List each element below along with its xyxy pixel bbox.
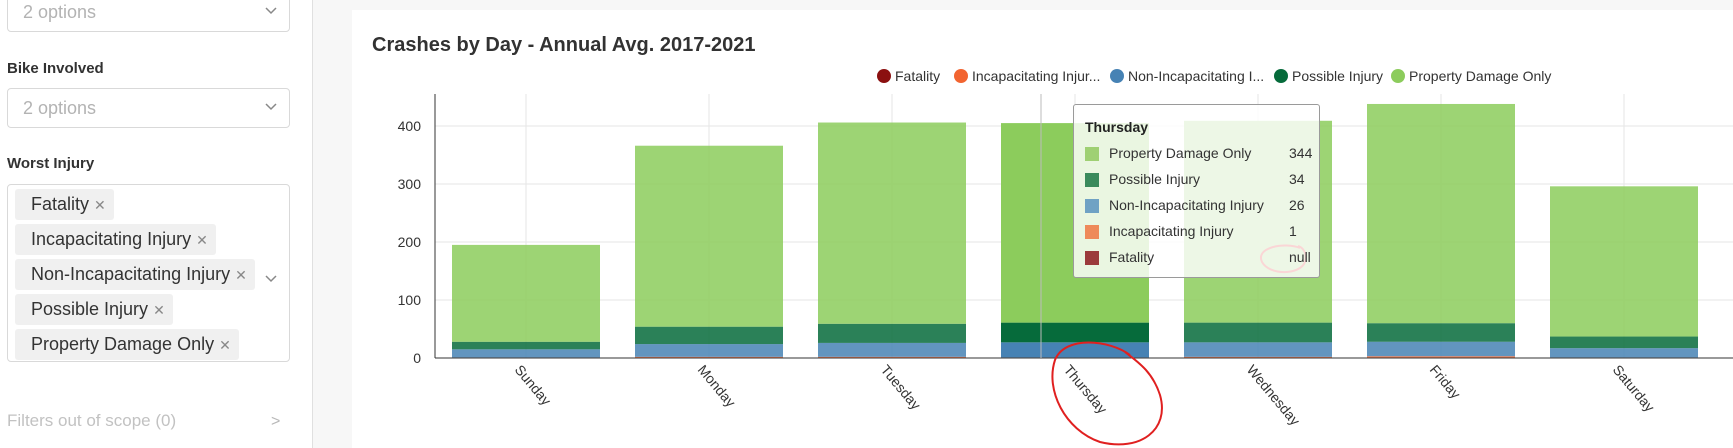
tooltip-value: 344 (1289, 145, 1313, 161)
tooltip-row: Incapacitating Injury 1 (1085, 223, 1315, 243)
legend-marker (1391, 69, 1405, 83)
tooltip-value: 26 (1289, 197, 1305, 213)
legend-swatch (1085, 251, 1099, 265)
stacked-bar-chart: 0 100 200 300 400 Sunday Monday Tuesday Thursday… (398, 68, 1733, 429)
x-tick-label: Sunday (512, 362, 555, 409)
legend-swatch (1085, 147, 1099, 161)
tooltip-series-name: Fatality (1109, 249, 1155, 265)
worst-injury-label: Worst Injury (7, 155, 95, 172)
bike-involved-placeholder: 2 options (23, 98, 97, 118)
tooltip-value: 34 (1289, 171, 1305, 187)
remove-tag-icon[interactable]: ✕ (235, 267, 247, 283)
bar-segment (1367, 341, 1515, 357)
chart-tooltip: Thursday Property Damage Only 344 Possib… (1073, 104, 1320, 278)
x-tick-label: Monday (695, 362, 739, 410)
bar-segment (1184, 356, 1332, 358)
bar-segment (1367, 103, 1515, 324)
x-tick-label: Friday (1427, 362, 1464, 402)
x-tick-label: Tuesday (878, 362, 924, 413)
legend-swatch (1085, 173, 1099, 187)
tooltip-series-name: Possible Injury (1109, 171, 1201, 187)
bar-segment (818, 122, 966, 324)
legend-label: Non-Incapacitating I... (1128, 68, 1264, 84)
bar-segment (1001, 322, 1149, 343)
chevron-down-icon[interactable] (265, 275, 277, 285)
legend-marker (1110, 69, 1124, 83)
bar-segment (818, 356, 966, 358)
tag-incapacitating-injury: Incapacitating Injury ✕ (15, 224, 216, 255)
filters-out-of-scope[interactable]: Filters out of scope (0) (7, 411, 177, 430)
remove-tag-icon[interactable]: ✕ (94, 197, 106, 213)
legend-label: Property Damage Only (1409, 68, 1551, 84)
tooltip-title: Thursday (1085, 119, 1149, 135)
bar-segment (1184, 342, 1332, 357)
tooltip-row: Possible Injury 34 (1085, 171, 1315, 191)
tag-label: Non-Incapacitating Injury (31, 264, 231, 284)
tooltip-series-name: Non-Incapacitating Injury (1109, 197, 1264, 213)
legend-swatch (1085, 199, 1099, 213)
bar-segment (1550, 336, 1698, 349)
tag-label: Incapacitating Injury (31, 229, 192, 249)
tag-fatality: Fatality ✕ (15, 189, 114, 220)
tag-label: Fatality (31, 194, 90, 214)
tooltip-value: 1 (1289, 223, 1297, 239)
bike-involved-select[interactable]: 2 options (7, 88, 290, 128)
remove-tag-icon[interactable]: ✕ (219, 337, 231, 353)
bar-segment (635, 145, 783, 327)
tooltip-value: null (1289, 249, 1311, 265)
bar-segment (635, 344, 783, 357)
y-tick-label: 0 (413, 350, 421, 366)
chevron-right-icon[interactable]: > (271, 413, 281, 430)
legend-swatch (1085, 225, 1099, 239)
tag-property-damage-only: Property Damage Only ✕ (15, 329, 239, 360)
x-tick-label: Saturday (1610, 362, 1658, 415)
legend-label: Incapacitating Injur... (972, 68, 1100, 84)
bar-segment (1367, 356, 1515, 358)
tooltip-row: Non-Incapacitating Injury 26 (1085, 197, 1315, 217)
y-tick-label: 200 (398, 234, 422, 250)
bar-segment (1550, 348, 1698, 358)
top-filter-placeholder: 2 options (23, 2, 97, 22)
tag-non-incapacitating-injury: Non-Incapacitating Injury ✕ (15, 259, 255, 290)
legend-label: Possible Injury (1292, 68, 1383, 84)
tooltip-row: Property Damage Only 344 (1085, 145, 1315, 165)
bar-segment (1550, 186, 1698, 337)
bar-segment (1184, 322, 1332, 343)
x-tick-label: Thursday (1061, 362, 1111, 417)
bar-segment (1367, 323, 1515, 342)
bar-segment (452, 244, 600, 342)
chart-title: Crashes by Day - Annual Avg. 2017-2021 (372, 34, 756, 56)
tooltip-series-name: Incapacitating Injury (1109, 223, 1234, 239)
bar-segment (818, 342, 966, 357)
tooltip-row: Fatality null (1085, 249, 1315, 269)
bar-segment (635, 356, 783, 358)
remove-tag-icon[interactable]: ✕ (153, 302, 165, 318)
bar-segment (452, 341, 600, 350)
legend-marker (954, 69, 968, 83)
top-filter-select[interactable]: 2 options (7, 0, 290, 32)
y-tick-label: 300 (398, 176, 422, 192)
bar-segment (818, 323, 966, 343)
bar-segment (452, 349, 600, 358)
bar-segment (1001, 342, 1149, 358)
worst-injury-multiselect[interactable]: Fatality ✕ Incapacitating Injury ✕ Non-Inc… (7, 184, 290, 362)
tag-label: Property Damage Only (31, 334, 215, 354)
legend-marker (1274, 69, 1288, 83)
y-tick-label: 100 (398, 292, 422, 308)
filter-sidebar: 2 options Bike Involved 2 options Worst … (0, 0, 313, 448)
chart-card: Crashes by Day - Annual Avg. 2017-2021 0… (352, 10, 1733, 448)
chevron-down-icon[interactable] (265, 7, 277, 17)
bar-segment (635, 326, 783, 345)
tooltip-series-name: Property Damage Only (1109, 145, 1252, 161)
chevron-down-icon[interactable] (265, 103, 277, 113)
bike-involved-label: Bike Involved (7, 60, 104, 77)
x-tick-label: Wednesday (1244, 362, 1304, 429)
tag-label: Possible Injury (31, 299, 149, 319)
tag-possible-injury: Possible Injury ✕ (15, 294, 173, 325)
y-tick-label: 400 (398, 118, 422, 134)
remove-tag-icon[interactable]: ✕ (196, 232, 208, 248)
legend-label: Fatality (895, 68, 940, 84)
legend-marker (877, 69, 891, 83)
